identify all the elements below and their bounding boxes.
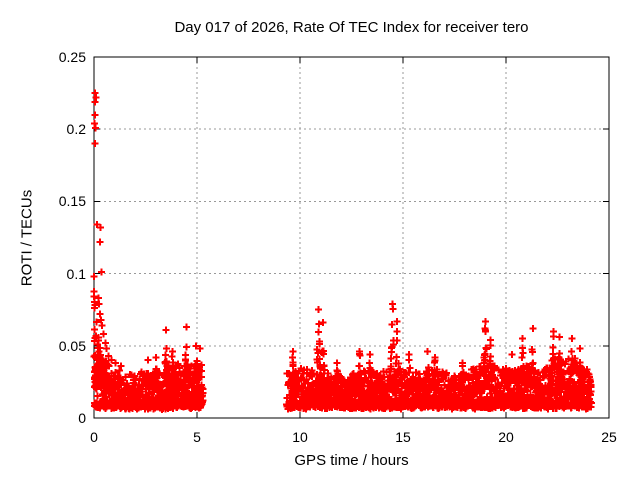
- x-tick-label: 20: [498, 429, 514, 445]
- grid-lines: [94, 57, 609, 418]
- chart-title: Day 017 of 2026, Rate Of TEC Index for r…: [174, 19, 529, 36]
- y-tick-label: 0: [78, 410, 86, 426]
- x-tick-label: 5: [193, 429, 201, 445]
- x-axis-label: GPS time / hours: [294, 452, 409, 469]
- y-tick-label: 0.25: [58, 49, 86, 65]
- x-tick-label: 25: [601, 429, 617, 445]
- x-tick-label: 15: [395, 429, 411, 445]
- x-tick-label: 10: [292, 429, 308, 445]
- y-tick-label: 0.05: [58, 337, 86, 354]
- x-tick-label: 0: [90, 429, 98, 445]
- y-tick-label: 0.2: [66, 121, 86, 138]
- y-tick-label: 0.1: [66, 265, 86, 282]
- plot-border: [93, 56, 610, 419]
- y-tick-label: 0.15: [58, 193, 86, 210]
- scatter-points: [90, 89, 595, 413]
- y-axis-label: ROTI / TECUs: [18, 189, 36, 287]
